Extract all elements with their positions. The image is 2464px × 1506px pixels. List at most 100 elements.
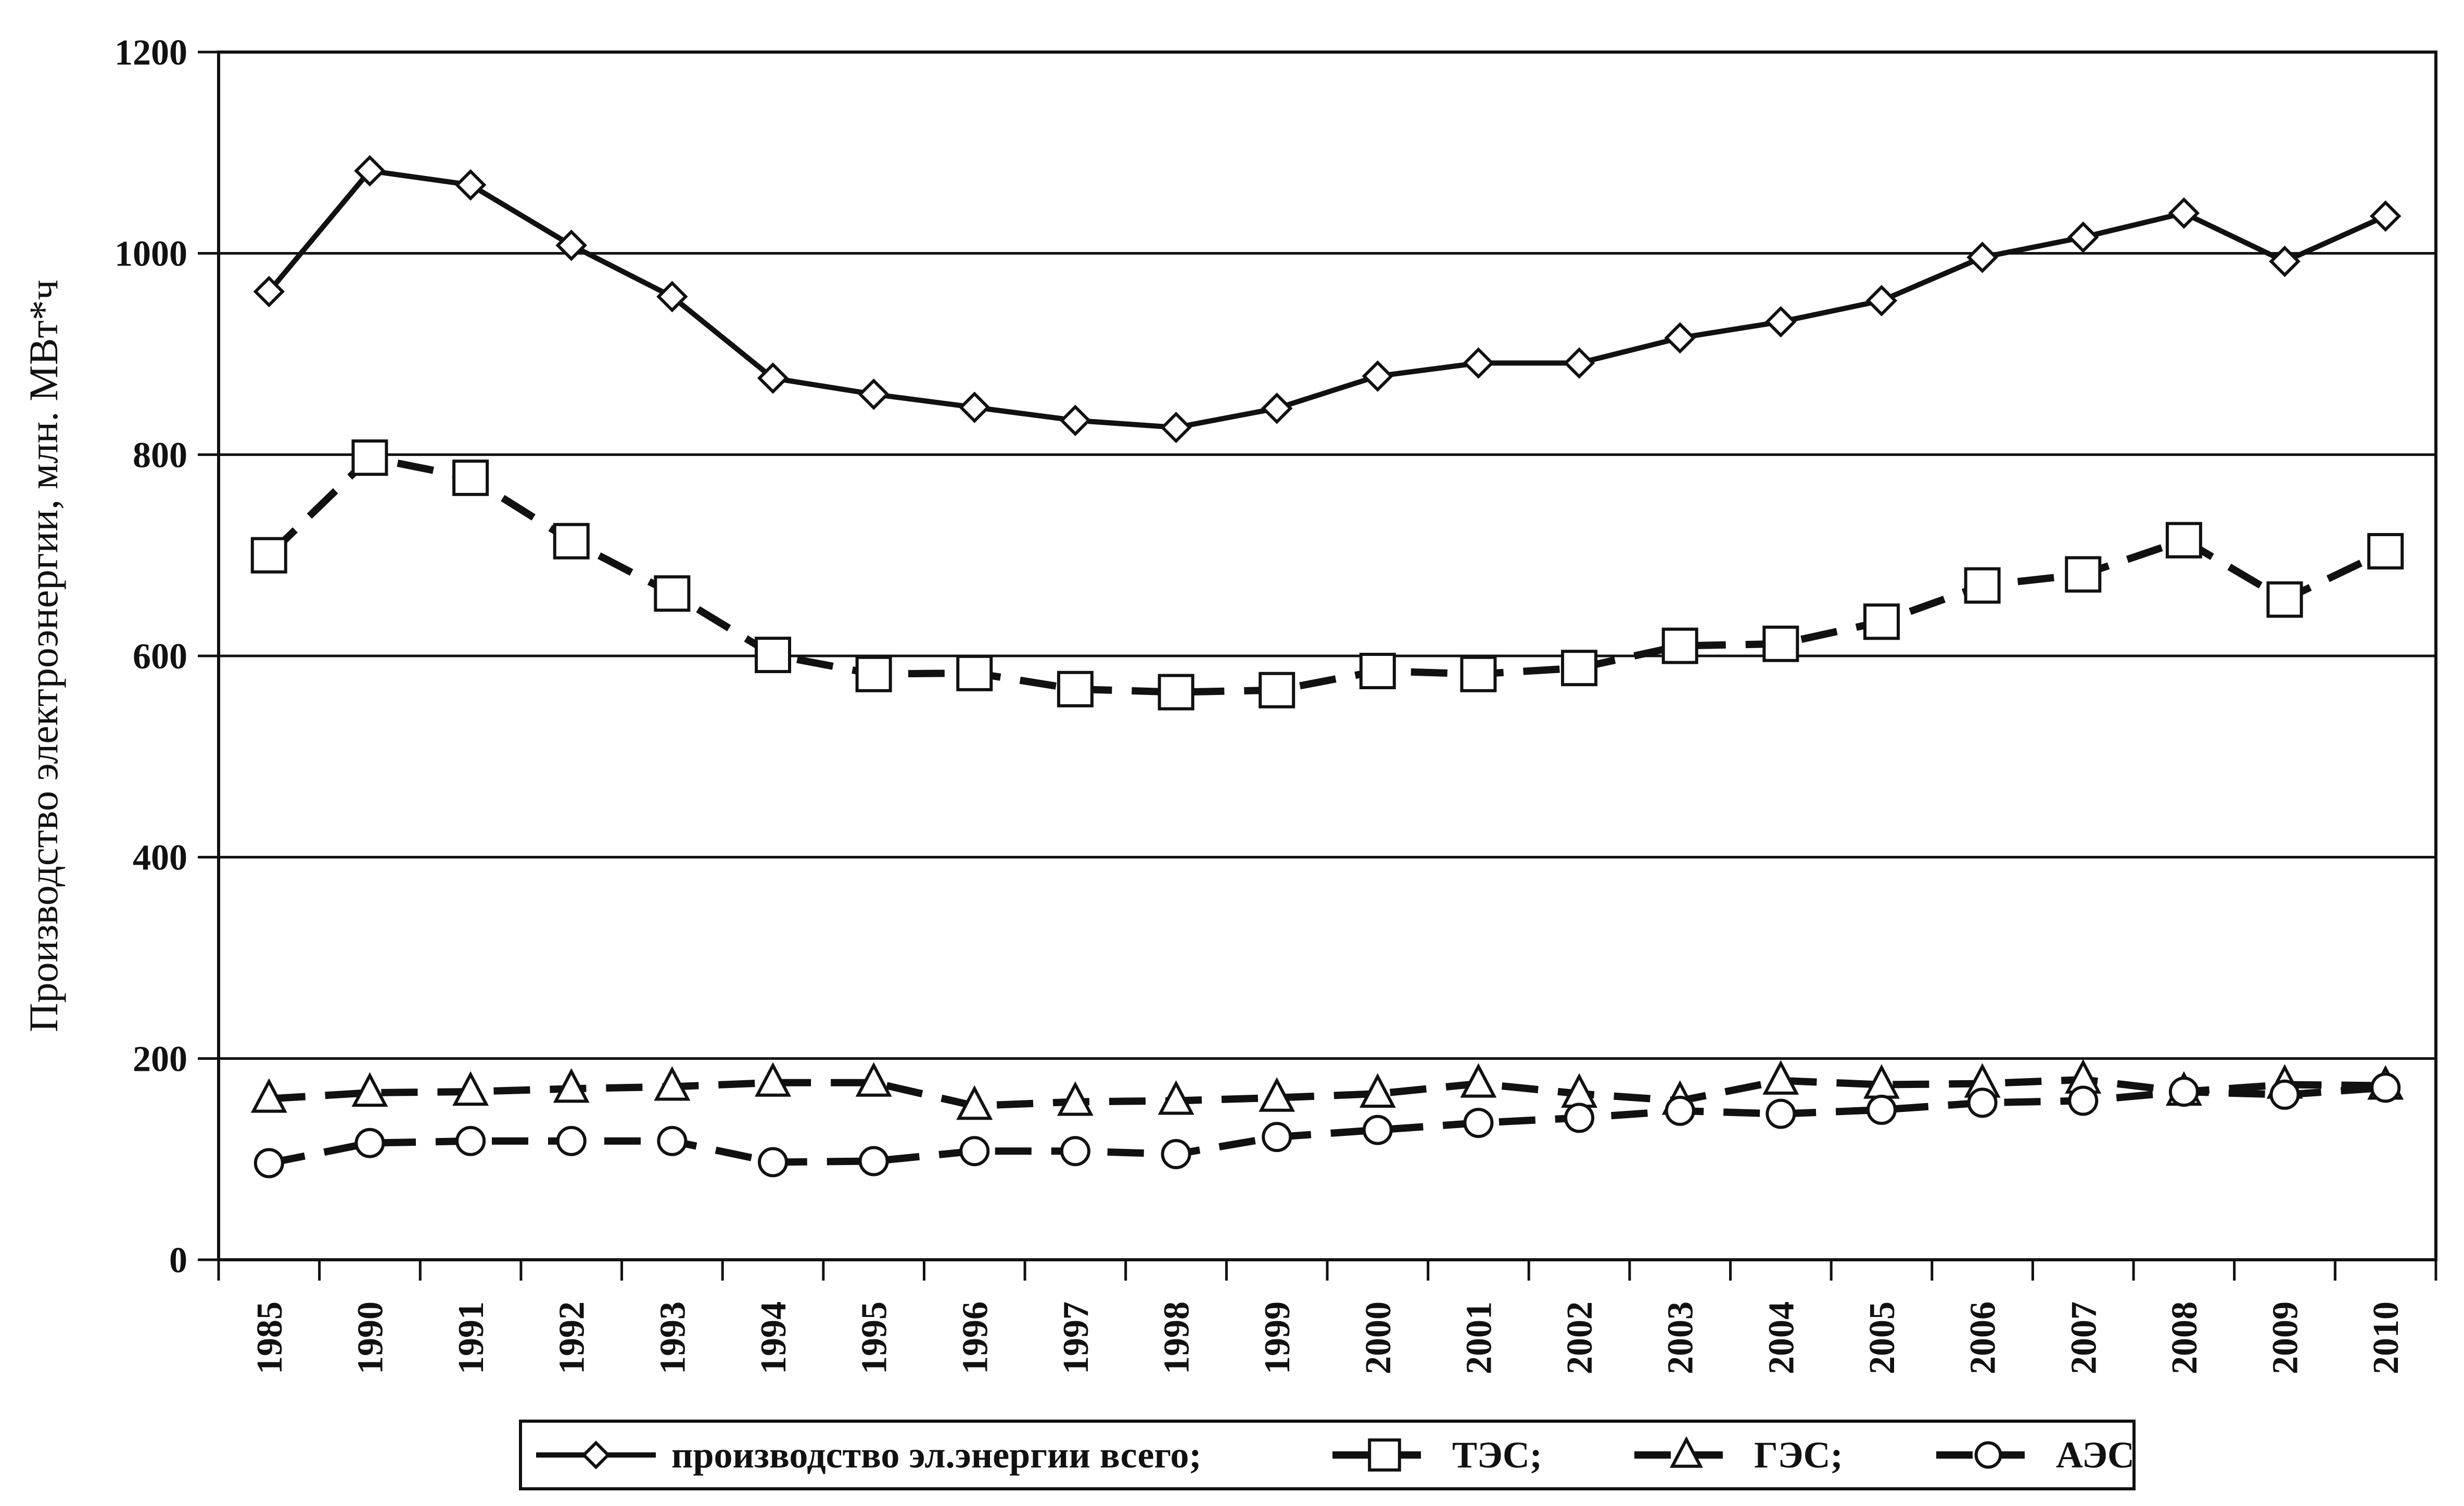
- y-axis-title: Производство электроэнергии, млн. МВт*ч: [21, 280, 66, 1032]
- x-tick-label: 1993: [653, 1301, 693, 1374]
- circle-marker: [1564, 1103, 1595, 1133]
- x-tick-label: 1995: [855, 1301, 895, 1374]
- triangle-marker: [654, 1066, 691, 1101]
- square-marker: [2266, 581, 2303, 618]
- circle-marker: [1866, 1094, 1897, 1125]
- circle-marker: [1060, 1136, 1090, 1167]
- square-marker: [1460, 655, 1497, 692]
- x-tick-label: 1991: [451, 1301, 491, 1374]
- legend: производство эл.энергии всего; ТЭС; ГЭС; АЭ…: [519, 1420, 2136, 1490]
- square-marker: [1359, 653, 1396, 689]
- triangle-marker: [1158, 1080, 1195, 1115]
- x-tick-label: 2000: [1358, 1301, 1399, 1374]
- triangle-marker: [250, 1078, 287, 1113]
- triangle-marker: [755, 1062, 791, 1097]
- diamond-marker: [656, 281, 688, 313]
- square-marker: [1259, 672, 1295, 708]
- circle-marker: [1665, 1095, 1695, 1126]
- circle-marker: [858, 1146, 889, 1176]
- triangle-marker: [351, 1072, 388, 1107]
- square-marker: [553, 523, 590, 560]
- triangle-marker: [553, 1068, 590, 1103]
- series-circle: [253, 1072, 2401, 1179]
- triangle-marker: [1359, 1073, 1396, 1108]
- circle-marker: [1161, 1139, 1191, 1169]
- circle-marker: [556, 1125, 587, 1156]
- circle-marker: [959, 1136, 990, 1167]
- series-line: [266, 168, 2387, 431]
- x-tick-label: 2003: [1661, 1301, 1701, 1374]
- series-square: [250, 439, 2404, 711]
- series-diamond: [253, 155, 2402, 444]
- triangle-marker: [1460, 1063, 1497, 1098]
- diamond-marker: [1362, 360, 1394, 392]
- x-tick-label: 2008: [2165, 1301, 2205, 1374]
- square-marker: [2065, 556, 2102, 593]
- diamond-marker: [1765, 306, 1797, 338]
- square-marker: [1057, 670, 1094, 707]
- circle-marker: [1766, 1098, 1796, 1129]
- x-tick-label: 2001: [1459, 1301, 1499, 1374]
- legend-label: производство эл.энергии всего;: [671, 1434, 1201, 1476]
- legend-entry: АЭС: [1936, 1434, 2135, 1476]
- square-marker: [956, 654, 993, 691]
- triangle-marker: [452, 1071, 489, 1106]
- x-tick-label: 1985: [250, 1301, 290, 1374]
- y-tick-label: 1200: [115, 33, 187, 73]
- legend-entry: производство эл.энергии всего;: [536, 1434, 1201, 1476]
- diamond-marker: [2168, 197, 2200, 229]
- x-tick-label: 2010: [2366, 1301, 2406, 1374]
- diamond-marker: [2369, 200, 2402, 232]
- circle-marker: [758, 1147, 788, 1178]
- circle-marker: [1974, 1441, 2002, 1469]
- y-tick-label: 1000: [115, 234, 187, 274]
- square-marker: [2367, 533, 2404, 570]
- diamond-marker: [2269, 245, 2301, 277]
- circle-marker: [2068, 1085, 2099, 1116]
- square-marker: [250, 537, 287, 574]
- square-marker: [1964, 567, 2001, 604]
- x-tick-label: 1992: [552, 1301, 592, 1374]
- square-marker: [755, 637, 791, 674]
- x-tick-label: 2004: [1761, 1301, 1801, 1374]
- legend-label: АЭС: [2056, 1434, 2135, 1476]
- x-tick-label: 2005: [1862, 1301, 1902, 1374]
- diamond-marker: [1059, 404, 1091, 436]
- square-marker: [2165, 522, 2202, 559]
- square-marker: [1863, 603, 1900, 640]
- square-marker: [452, 459, 489, 496]
- circle-marker: [2370, 1072, 2401, 1103]
- diamond-marker: [1664, 322, 1696, 354]
- circle-marker: [657, 1125, 688, 1156]
- y-tick-label: 800: [133, 435, 187, 475]
- square-marker: [1661, 627, 1698, 664]
- series-lines: [250, 155, 2404, 1179]
- y-tick-label: 0: [169, 1241, 187, 1281]
- y-tick-label: 400: [133, 838, 187, 878]
- x-tick-label: 1997: [1056, 1301, 1096, 1374]
- legend-label: ГЭС;: [1754, 1434, 1843, 1476]
- circle-marker: [1967, 1087, 1998, 1118]
- circle-marker: [1463, 1108, 1494, 1138]
- legend-entry: ТЭС;: [1332, 1434, 1542, 1476]
- axes: 0 200 400 600 800 1000 1200 1985 1990 1991 1992 199…: [115, 33, 2437, 1374]
- diamond-marker: [253, 275, 285, 308]
- diamond-marker: [2067, 221, 2099, 253]
- square-marker: [1158, 674, 1195, 711]
- diamond-marker: [1563, 347, 1595, 379]
- circle-marker: [455, 1125, 486, 1156]
- x-tick-label: 2009: [2266, 1301, 2306, 1374]
- diamond-marker: [757, 362, 789, 394]
- triangle-marker: [956, 1085, 993, 1120]
- diamond-marker: [1160, 411, 1192, 444]
- circle-marker: [2168, 1077, 2199, 1107]
- diamond-marker: [555, 229, 587, 261]
- diamond-marker: [1261, 393, 1293, 424]
- series-line: [266, 454, 2387, 696]
- triangle-marker: [855, 1062, 892, 1097]
- circle-marker: [1262, 1122, 1292, 1153]
- circle-marker: [1362, 1115, 1393, 1145]
- square-marker: [654, 575, 691, 612]
- circle-marker: [2269, 1079, 2300, 1110]
